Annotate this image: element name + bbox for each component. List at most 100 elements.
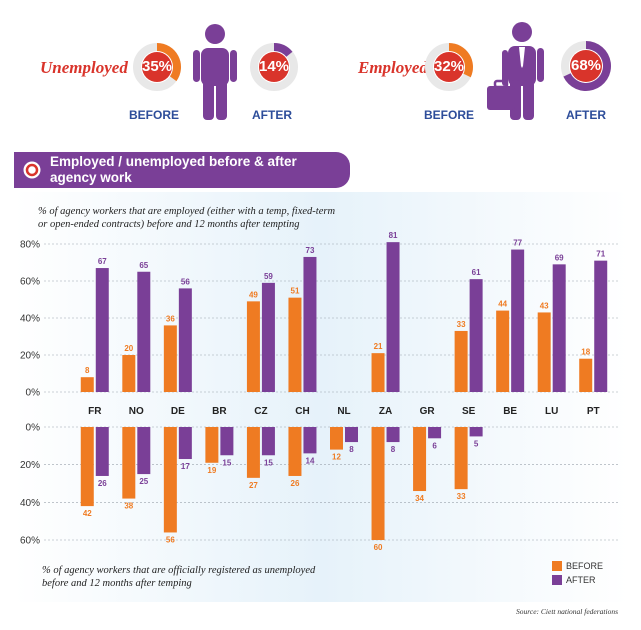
employed-before-label: 36 — [166, 314, 175, 323]
bottom-tick-label: 60% — [20, 536, 40, 547]
employed-before-ring — [425, 43, 473, 91]
category-label: GR — [420, 406, 436, 417]
category-label: PT — [587, 406, 600, 417]
unemployed-before-label: 38 — [124, 502, 133, 511]
employed-before-bar — [537, 312, 551, 392]
unemployed-after-label: 26 — [98, 479, 107, 488]
employed-before-bar — [371, 353, 385, 392]
unemployed-after-bar — [469, 427, 483, 437]
employed-after-bar — [386, 242, 400, 392]
unemployed-after-bar — [386, 427, 400, 443]
top-tick-label: 80% — [20, 240, 40, 251]
unemployed-before-arc — [157, 43, 181, 82]
unemployed-before-bar — [454, 427, 468, 490]
employed-after-bar — [552, 264, 566, 392]
employed-after-label: 61 — [472, 268, 481, 277]
category-label: ZA — [379, 406, 392, 417]
top-tick-label: 0% — [26, 388, 41, 399]
employed-after-center — [570, 50, 602, 82]
unemployed-description-line2: before and 12 months after temping — [42, 578, 192, 589]
unemployed-after-bar — [345, 427, 358, 443]
unemployed-before-label: 34 — [415, 494, 424, 503]
unemployed-before-label: 12 — [332, 453, 341, 462]
unemployed-after-bar — [178, 427, 192, 460]
unemployed-after-arc — [274, 43, 293, 57]
person-icon — [193, 24, 237, 120]
unemployed-after-label: 8 — [349, 445, 354, 454]
employed-after-label: 81 — [389, 231, 398, 240]
unemployed-before-label: 26 — [291, 479, 300, 488]
bottom-tick-label: 0% — [26, 423, 41, 434]
unemployed-after-label: 6 — [432, 441, 437, 450]
category-label: NL — [337, 406, 350, 417]
legend: BEFORE AFTER — [552, 560, 603, 586]
unemployed-before-label: 56 — [166, 535, 175, 544]
unemployed-after-bar — [95, 427, 109, 476]
employed-after-value: 68% — [570, 57, 602, 74]
unemployed-after-value: 14% — [258, 58, 290, 75]
employed-after-label: 56 — [181, 277, 190, 286]
unemployed-description: % of agency workers that are officially … — [42, 564, 315, 590]
employed-before-label: 49 — [249, 290, 258, 299]
unemployed-after-label: 15 — [264, 458, 273, 467]
employed-before-label: 43 — [540, 301, 549, 310]
unemployed-after-label: 5 — [474, 439, 479, 448]
employed-before-bar — [80, 377, 94, 392]
employed-before-bar — [288, 297, 302, 392]
unemployed-after-center — [259, 52, 289, 82]
unemployed-after-bar — [220, 427, 234, 456]
employed-after-label: 65 — [139, 261, 148, 270]
employed-before-label: 44 — [498, 300, 507, 309]
employed-before-bar — [496, 310, 510, 392]
unemployed-before-bar — [288, 427, 302, 476]
legend-before-label: BEFORE — [566, 561, 604, 571]
unemployed-before-bar — [413, 427, 427, 492]
unemployed-before-bar — [205, 427, 219, 463]
category-label: CH — [295, 406, 309, 417]
unemployed-after-bar — [261, 427, 275, 456]
unemployed-after-bar — [303, 427, 317, 454]
employed-after-label: 67 — [98, 257, 107, 266]
employed-after-label: 77 — [513, 239, 522, 248]
unemployed-label: Unemployed — [40, 58, 128, 77]
section-banner — [14, 152, 350, 188]
unemployed-after-bar — [428, 427, 442, 439]
legend-before: BEFORE — [552, 560, 603, 572]
unemployed-before-bar — [80, 427, 94, 507]
unemployed-after-label: 14 — [306, 456, 315, 465]
employed-after-bar — [178, 288, 192, 392]
employed-before-label: 51 — [291, 287, 300, 296]
section-title-line2: agency work — [50, 170, 132, 185]
unemployed-before-ring — [133, 43, 181, 91]
unemployed-after-label: 17 — [181, 462, 190, 471]
legend-after-swatch — [552, 575, 562, 585]
employed-before-label: 33 — [457, 320, 466, 329]
unemployed-before-bar — [122, 427, 136, 499]
employed-label: Employed — [358, 58, 428, 77]
employed-after-bar — [469, 279, 483, 392]
source-note: Source: Ciett national federations — [516, 607, 619, 616]
bottom-tick-label: 20% — [20, 460, 40, 471]
category-label: BE — [503, 406, 517, 417]
unemployed-before-label: 27 — [249, 481, 258, 490]
unemployed-before-value: 35% — [141, 58, 173, 75]
legend-before-swatch — [552, 561, 562, 571]
top-tick-label: 20% — [20, 351, 40, 362]
employed-after-label: 59 — [264, 272, 273, 281]
employed-before-caption: BEFORE — [423, 108, 474, 122]
unemployed-after-bar — [137, 427, 151, 475]
employed-after-label: 71 — [596, 250, 605, 259]
chart-panel — [14, 192, 628, 602]
employed-after-caption: AFTER — [566, 108, 606, 122]
employed-after-bar — [137, 271, 151, 392]
unemployed-before-caption: BEFORE — [128, 108, 179, 122]
employed-before-bar — [163, 325, 177, 392]
employed-before-bar — [454, 330, 468, 392]
top-tick-label: 40% — [20, 314, 40, 325]
unemployed-before-bar — [330, 427, 343, 450]
unemployed-after-label: 25 — [139, 477, 148, 486]
bullet-circle-icon — [23, 161, 41, 179]
employed-after-bar — [594, 260, 608, 392]
category-label: FR — [88, 406, 102, 417]
category-label: DE — [171, 406, 185, 417]
